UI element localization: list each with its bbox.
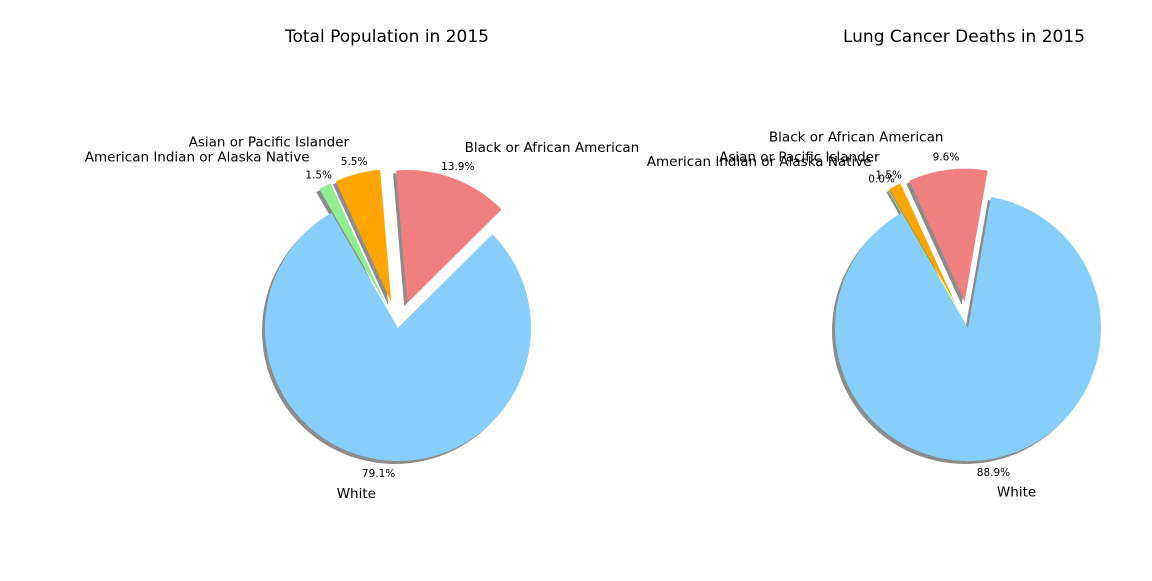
- pie-wedge-asian-or-pacific-islander: [335, 169, 392, 303]
- pie-pct-label: 1.5%: [305, 169, 332, 181]
- pie-wedge-black-or-african-american: [909, 168, 988, 302]
- pie-chart-lung-cancer-deaths: Lung Cancer Deaths in 2015 88.9% White 9.6…: [647, 27, 1102, 501]
- pie-pct-label: 5.5%: [341, 156, 368, 168]
- pie-wedge-white: [835, 197, 1102, 462]
- chart-title: Lung Cancer Deaths in 2015: [843, 27, 1085, 47]
- pie-chart-total-population: Total Population in 2015 79.1% White 13.9%…: [85, 27, 639, 502]
- pie-wedges: [835, 168, 1102, 462]
- pie-slice-label: American Indian or Alaska Native: [647, 154, 872, 170]
- pie-labels: 79.1% White 13.9% Black or African American…: [85, 134, 639, 501]
- pie-wedges: [265, 169, 531, 461]
- pie-wedge-black-or-african-american: [396, 170, 502, 304]
- pie-slice-label: White: [997, 485, 1036, 501]
- pie-slice-label: Black or African American: [465, 140, 640, 156]
- pie-pct-label: 9.6%: [933, 152, 960, 164]
- pie-slice-label: Asian or Pacific Islander: [189, 134, 350, 150]
- pie-pct-label: 0.0%: [868, 173, 895, 185]
- pie-pct-label: 13.9%: [441, 161, 474, 173]
- chart-title: Total Population in 2015: [284, 27, 489, 47]
- pie-wedge-american-indian-or-alaska-native: [319, 183, 386, 305]
- pie-pct-label: 1.5%: [875, 169, 902, 181]
- pie-labels: 88.9% White 9.6% Black or African American 1…: [647, 130, 1036, 501]
- pie-slice-label: American Indian or Alaska Native: [85, 150, 310, 166]
- pie-slice-label: Asian or Pacific Islander: [719, 150, 880, 166]
- pie-slice-label: White: [337, 486, 376, 502]
- pie-slice-label: Black or African American: [769, 130, 944, 146]
- pie-pct-label: 79.1%: [362, 468, 395, 480]
- pie-wedge-asian-or-pacific-islander: [889, 183, 956, 305]
- pie-wedge-white: [265, 212, 531, 461]
- pie-pct-label: 88.9%: [977, 467, 1010, 479]
